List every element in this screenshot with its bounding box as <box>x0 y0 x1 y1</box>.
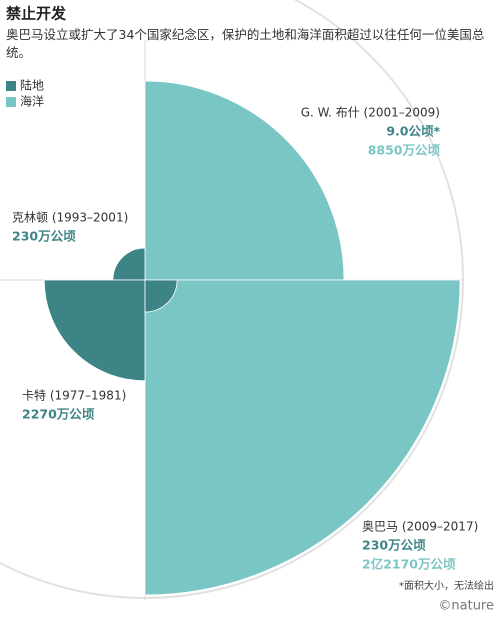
land-sector <box>144 279 178 313</box>
subtitle: 奥巴马设立或扩大了34个国家纪念区，保护的土地和海洋面积超过以往任何一位美国总统… <box>6 27 485 60</box>
value-label: 230万公顷 <box>362 538 426 553</box>
ocean-sector <box>144 279 461 596</box>
chart-title: 禁止开发 <box>6 5 67 23</box>
value-label: 2亿2170万公顷 <box>362 557 456 572</box>
legend-swatch <box>6 81 16 91</box>
ocean-sector <box>144 80 345 281</box>
category-label: 克林顿 (1993–2001) <box>12 211 128 225</box>
land-sector <box>112 247 146 281</box>
subtitle-box: 奥巴马设立或扩大了34个国家纪念区，保护的土地和海洋面积超过以往任何一位美国总统… <box>6 27 485 60</box>
category-label: 奥巴马 (2009–2017) <box>362 520 478 534</box>
legend-label: 陆地 <box>20 78 44 93</box>
value-label: 2270万公顷 <box>22 407 95 422</box>
value-label: 8850万公顷 <box>368 143 441 158</box>
value-label: 230万公顷 <box>12 229 76 244</box>
category-label: 卡特 (1977–1981) <box>22 388 126 403</box>
land-sector <box>43 279 146 382</box>
category-label: G. W. 布什 (2001–2009) <box>301 106 440 120</box>
value-label: 9.0公顷* <box>386 124 440 139</box>
legend-label: 海洋 <box>20 94 44 109</box>
legend-swatch <box>6 97 16 107</box>
credit: ©nature <box>438 599 494 614</box>
note: *面积大小，无法绘出 <box>399 579 494 592</box>
